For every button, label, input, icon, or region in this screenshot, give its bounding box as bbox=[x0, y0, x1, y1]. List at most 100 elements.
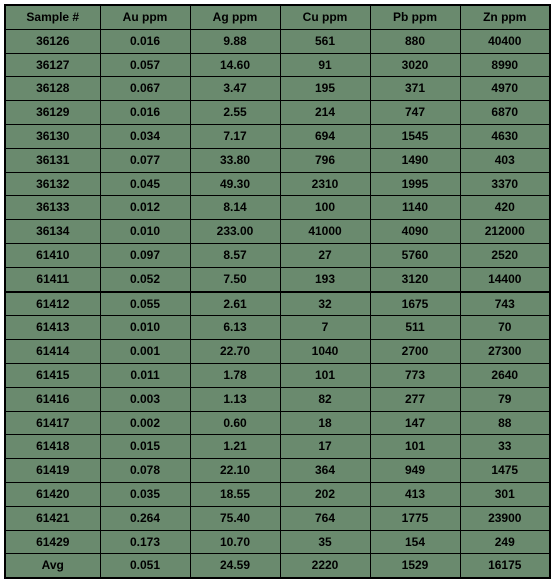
table-cell: 100 bbox=[280, 196, 370, 220]
table-cell: 0.035 bbox=[100, 482, 190, 506]
table-cell: 764 bbox=[280, 506, 370, 530]
table-cell: 2220 bbox=[280, 554, 370, 578]
table-cell: 0.015 bbox=[100, 435, 190, 459]
table-cell: 16175 bbox=[460, 554, 550, 578]
table-cell: 1140 bbox=[370, 196, 460, 220]
table-cell: 35 bbox=[280, 530, 370, 554]
table-cell: 1040 bbox=[280, 340, 370, 364]
table-cell: 22.10 bbox=[190, 459, 280, 483]
table-cell: 4630 bbox=[460, 124, 550, 148]
table-row: 614130.0106.13751170 bbox=[5, 316, 550, 340]
col-header: Zn ppm bbox=[460, 5, 550, 29]
table-cell: 36130 bbox=[5, 124, 100, 148]
table-cell: 8.57 bbox=[190, 243, 280, 267]
table-cell: 6.13 bbox=[190, 316, 280, 340]
table-cell: 79 bbox=[460, 387, 550, 411]
table-cell: 61419 bbox=[5, 459, 100, 483]
table-cell: 82 bbox=[280, 387, 370, 411]
table-cell: 212000 bbox=[460, 220, 550, 244]
table-cell: 154 bbox=[370, 530, 460, 554]
table-row: 361270.05714.609130208990 bbox=[5, 53, 550, 77]
table-cell: 61410 bbox=[5, 243, 100, 267]
table-cell: 796 bbox=[280, 148, 370, 172]
table-cell: 747 bbox=[370, 101, 460, 125]
table-cell: 4090 bbox=[370, 220, 460, 244]
table-cell: 3370 bbox=[460, 172, 550, 196]
table-cell: 61412 bbox=[5, 292, 100, 316]
table-cell: 49.30 bbox=[190, 172, 280, 196]
table-row: 614140.00122.701040270027300 bbox=[5, 340, 550, 364]
table-cell: 0.052 bbox=[100, 267, 190, 291]
table-cell: 0.264 bbox=[100, 506, 190, 530]
table-body: 361260.0169.8856188040400361270.05714.60… bbox=[5, 29, 550, 578]
table-cell: 22.70 bbox=[190, 340, 280, 364]
table-cell: 694 bbox=[280, 124, 370, 148]
table-row: 361330.0128.141001140420 bbox=[5, 196, 550, 220]
table-cell: 773 bbox=[370, 363, 460, 387]
table-cell: 0.001 bbox=[100, 340, 190, 364]
table-cell: 0.016 bbox=[100, 29, 190, 53]
table-cell: 2310 bbox=[280, 172, 370, 196]
col-header: Sample # bbox=[5, 5, 100, 29]
table-cell: 0.034 bbox=[100, 124, 190, 148]
table-cell: 0.011 bbox=[100, 363, 190, 387]
table-cell: 10.70 bbox=[190, 530, 280, 554]
table-cell: 0.057 bbox=[100, 53, 190, 77]
table-cell: 7.50 bbox=[190, 267, 280, 291]
table-cell: 511 bbox=[370, 316, 460, 340]
table-cell: 61417 bbox=[5, 411, 100, 435]
table-row: 361290.0162.552147476870 bbox=[5, 101, 550, 125]
table-cell: 949 bbox=[370, 459, 460, 483]
table-cell: 0.173 bbox=[100, 530, 190, 554]
table-cell: 1675 bbox=[370, 292, 460, 316]
table-cell: 413 bbox=[370, 482, 460, 506]
assay-table: Sample #Au ppmAg ppmCu ppmPb ppmZn ppm 3… bbox=[4, 4, 551, 579]
col-header: Au ppm bbox=[100, 5, 190, 29]
table-cell: 743 bbox=[460, 292, 550, 316]
col-header: Ag ppm bbox=[190, 5, 280, 29]
table-cell: 3.47 bbox=[190, 77, 280, 101]
table-cell: 41000 bbox=[280, 220, 370, 244]
table-cell: 0.010 bbox=[100, 316, 190, 340]
table-cell: 70 bbox=[460, 316, 550, 340]
table-cell: 14.60 bbox=[190, 53, 280, 77]
table-cell: 24.59 bbox=[190, 554, 280, 578]
table-cell: 36126 bbox=[5, 29, 100, 53]
table-cell: 0.010 bbox=[100, 220, 190, 244]
table-cell: 8990 bbox=[460, 53, 550, 77]
table-cell: 0.002 bbox=[100, 411, 190, 435]
col-header: Pb ppm bbox=[370, 5, 460, 29]
table-row: 361280.0673.471953714970 bbox=[5, 77, 550, 101]
table-cell: 1475 bbox=[460, 459, 550, 483]
table-cell: 61411 bbox=[5, 267, 100, 291]
table-cell: 3020 bbox=[370, 53, 460, 77]
table-cell: 0.60 bbox=[190, 411, 280, 435]
table-cell: 7.17 bbox=[190, 124, 280, 148]
table-cell: 1.13 bbox=[190, 387, 280, 411]
table-cell: 147 bbox=[370, 411, 460, 435]
table-cell: 61415 bbox=[5, 363, 100, 387]
table-row: 614190.07822.103649491475 bbox=[5, 459, 550, 483]
table-cell: 0.051 bbox=[100, 554, 190, 578]
table-cell: 2520 bbox=[460, 243, 550, 267]
table-cell: 2700 bbox=[370, 340, 460, 364]
table-cell: 36129 bbox=[5, 101, 100, 125]
table-cell: 36134 bbox=[5, 220, 100, 244]
table-cell: 0.012 bbox=[100, 196, 190, 220]
table-cell: 17 bbox=[280, 435, 370, 459]
table-cell: 301 bbox=[460, 482, 550, 506]
col-header: Cu ppm bbox=[280, 5, 370, 29]
table-cell: 1545 bbox=[370, 124, 460, 148]
table-cell: Avg bbox=[5, 554, 100, 578]
table-cell: 36128 bbox=[5, 77, 100, 101]
header-row: Sample #Au ppmAg ppmCu ppmPb ppmZn ppm bbox=[5, 5, 550, 29]
table-cell: 33 bbox=[460, 435, 550, 459]
table-cell: 2640 bbox=[460, 363, 550, 387]
table-row: 614200.03518.55202413301 bbox=[5, 482, 550, 506]
table-row: 614100.0978.572757602520 bbox=[5, 243, 550, 267]
table-cell: 101 bbox=[370, 435, 460, 459]
table-cell: 33.80 bbox=[190, 148, 280, 172]
table-cell: 2.55 bbox=[190, 101, 280, 125]
table-cell: 7 bbox=[280, 316, 370, 340]
table-row: 614160.0031.138227779 bbox=[5, 387, 550, 411]
